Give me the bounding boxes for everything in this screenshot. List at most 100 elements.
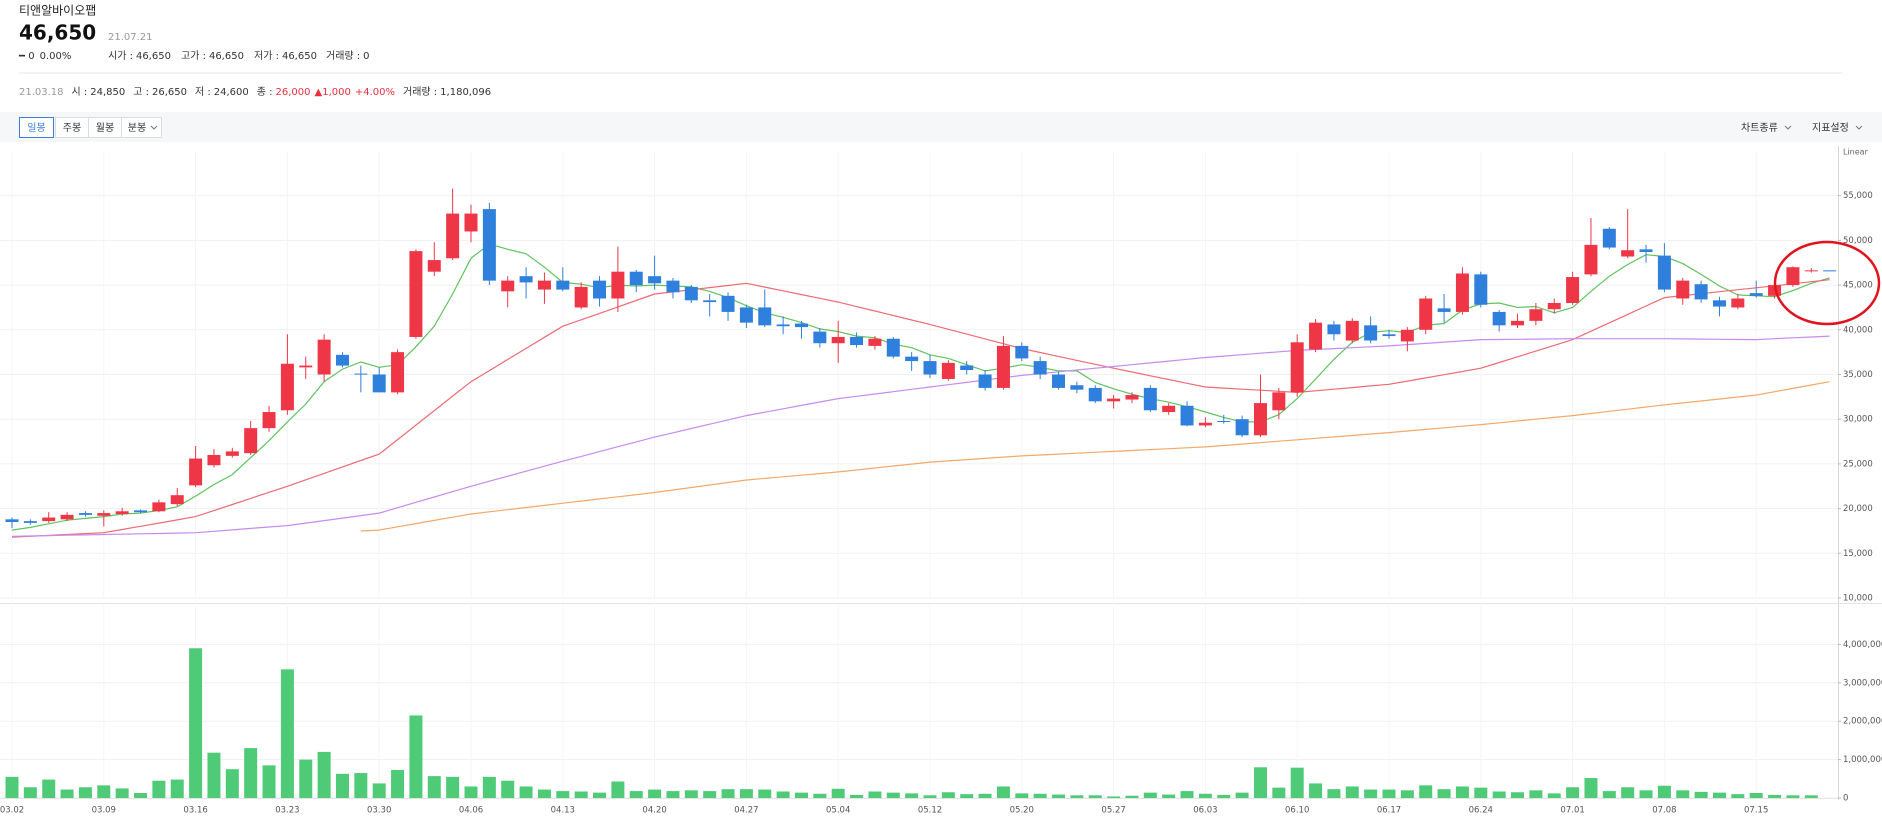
candle-body — [97, 513, 111, 516]
candle-body — [1455, 273, 1469, 312]
candle-body — [42, 517, 56, 522]
x-tick-label: 07.15 — [1744, 806, 1768, 816]
field: 고가 :46,650 — [181, 50, 244, 62]
candle-body — [905, 356, 919, 362]
period-label[interactable]: 주봉 — [63, 122, 81, 134]
moving-average-line — [11, 335, 1830, 537]
field-value: 0 — [363, 51, 369, 62]
plot — [5, 188, 1837, 798]
volume-bar — [97, 785, 111, 798]
period-label[interactable]: 일봉 — [27, 122, 45, 134]
candle-body — [1015, 345, 1029, 359]
volume-bar — [1786, 795, 1800, 798]
volume-tick-label: 0 — [1843, 794, 1848, 804]
candle-body — [1125, 395, 1139, 400]
volume-bar — [1547, 793, 1561, 798]
volume-bar — [354, 773, 368, 798]
period-button-active[interactable] — [19, 117, 54, 138]
candle-body — [1602, 228, 1616, 248]
x-tick-label: 03.02 — [0, 806, 24, 816]
field-value: 46,650 — [136, 51, 171, 62]
volume-bar — [886, 792, 900, 798]
info-line: 21.03.18 시 :24,850 고 :26,650 저 :24,600 종 :26… — [19, 86, 491, 98]
info-value: 26,650 — [152, 87, 187, 98]
volume-bar — [1749, 793, 1763, 798]
candle-body — [1070, 385, 1084, 390]
candle-body — [1474, 274, 1488, 305]
candle-body — [1419, 298, 1433, 330]
volume-bar — [134, 793, 148, 798]
candle-body — [1621, 250, 1635, 257]
moving-average-line — [11, 279, 1830, 538]
volume-bar — [262, 765, 276, 798]
volume-bar — [1382, 789, 1396, 798]
volume-bar — [813, 793, 827, 798]
y-tick-label: 55,000 — [1843, 191, 1873, 201]
info-value: 24,850 — [90, 87, 125, 98]
volume-bar — [1455, 786, 1469, 798]
candle-body — [721, 295, 735, 312]
x-tick-label: 06.24 — [1469, 806, 1493, 816]
field-label: 거래량 : — [326, 50, 360, 62]
candle-body — [1786, 267, 1800, 286]
candle-body — [1547, 302, 1561, 310]
volume-bar — [1364, 789, 1378, 798]
candle-body — [78, 513, 92, 515]
candle-body — [134, 510, 148, 513]
y-tick-label: 30,000 — [1843, 415, 1873, 425]
x-tick-label: 07.08 — [1652, 806, 1676, 816]
x-tick-label: 03.30 — [367, 806, 391, 816]
candle-body — [1033, 361, 1047, 375]
volume-bar — [941, 792, 955, 798]
change: ━ 0 — [18, 51, 35, 62]
volume-bar — [1694, 791, 1708, 798]
volume-bar — [1052, 794, 1066, 798]
stock-name: 티앤알바이오팹 — [19, 4, 96, 18]
quote-date: 21.07.21 — [108, 32, 153, 43]
volume-bar — [721, 789, 735, 798]
candle-body — [225, 451, 239, 456]
volume-bar — [831, 788, 845, 798]
candle-body — [1437, 308, 1451, 312]
volume-bar — [78, 787, 92, 798]
period-label[interactable]: 분봉 — [128, 122, 146, 134]
candle-body — [1309, 322, 1323, 350]
candle-body — [703, 300, 717, 303]
chevron — [1784, 125, 1792, 130]
volume-bar — [1492, 791, 1506, 798]
volume-bar — [1768, 794, 1782, 798]
volume-bar — [189, 648, 203, 798]
volume-bar — [1088, 795, 1102, 798]
x-tick-label: 03.09 — [92, 806, 116, 816]
volume-bar — [482, 776, 496, 798]
x-tick-label: 07.01 — [1560, 806, 1584, 816]
candle-body — [923, 361, 937, 375]
period-label[interactable]: 월봉 — [96, 122, 114, 134]
candle-body — [537, 280, 551, 290]
volume-bar — [1180, 791, 1194, 798]
chart-type-menu[interactable]: 차트종류 — [1741, 122, 1778, 134]
volume-bar — [335, 773, 349, 798]
volume-bar — [1676, 790, 1690, 798]
volume-bar — [115, 788, 129, 798]
candle-body — [1749, 293, 1763, 296]
volume-bar — [648, 789, 662, 798]
x-tick-label: 05.27 — [1101, 806, 1125, 816]
volume-bar — [1419, 785, 1433, 798]
volume-bar — [739, 789, 753, 798]
candle-body — [666, 280, 680, 293]
volume-bar — [299, 759, 313, 798]
field-value: 46,650 — [282, 51, 317, 62]
volume-bar — [868, 791, 882, 798]
candle-body — [1143, 387, 1157, 411]
info-value: 26,000 — [276, 87, 311, 98]
info-change: ▲1,000 — [315, 87, 351, 98]
candle-body — [170, 495, 184, 505]
indicator-menu[interactable]: 지표설정 — [1812, 122, 1849, 134]
candle-body — [556, 280, 570, 290]
x-tick-label: 06.17 — [1377, 806, 1401, 816]
volume-bar — [1657, 785, 1671, 798]
candle-body — [207, 454, 221, 466]
volume-bar — [1474, 787, 1488, 798]
candle-body — [1511, 320, 1525, 326]
